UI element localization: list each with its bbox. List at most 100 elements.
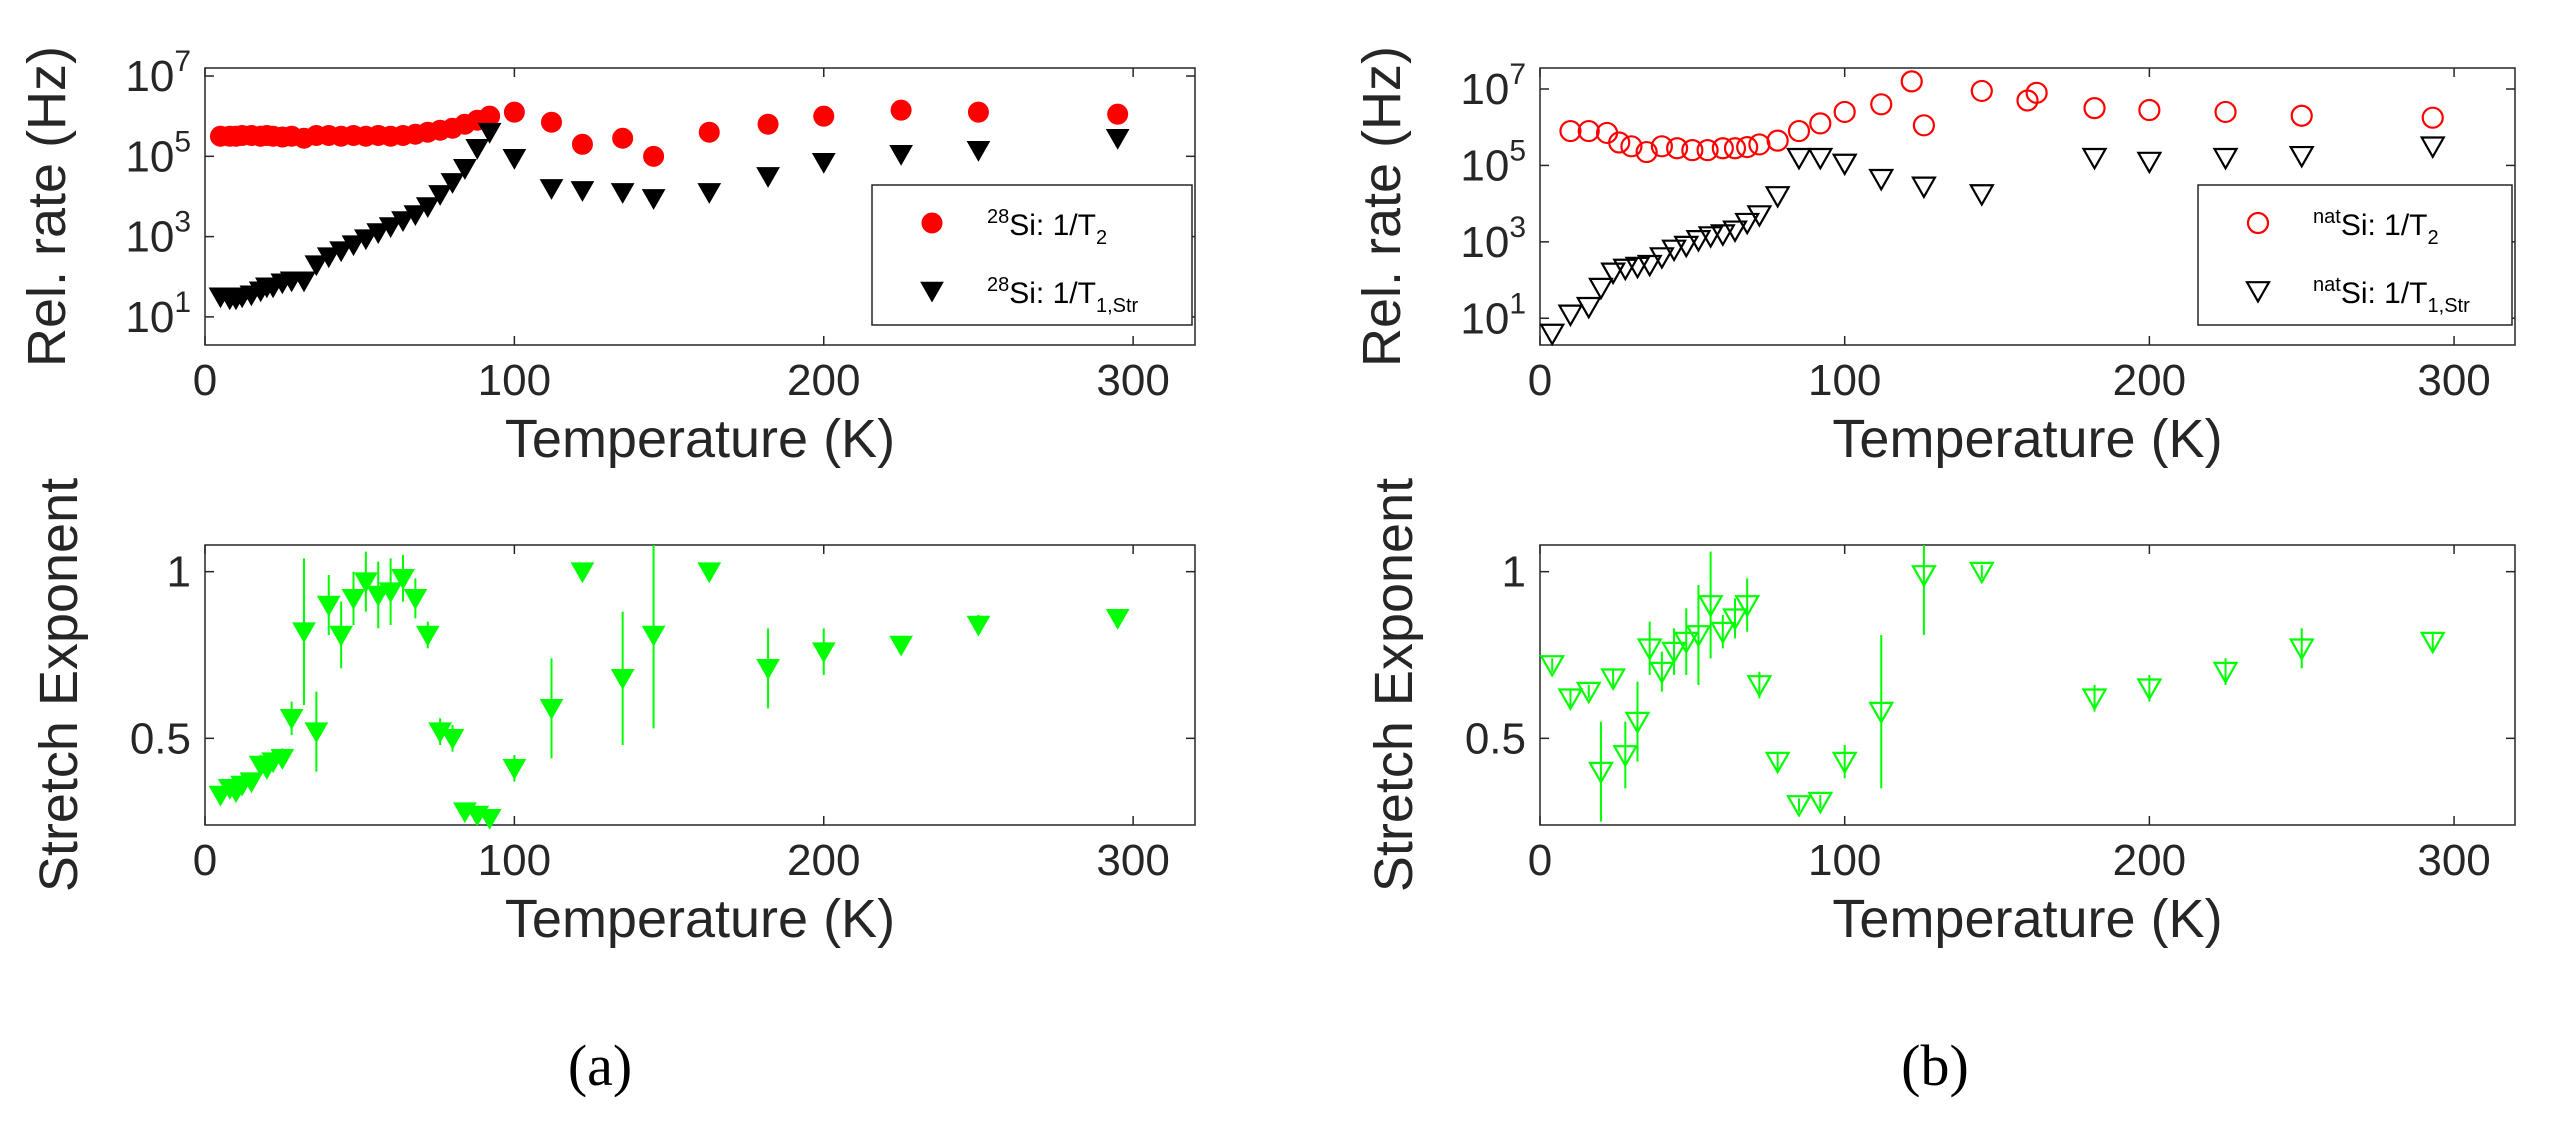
x-tick-label: 300 (2417, 836, 2490, 885)
data-point (1900, 70, 1923, 93)
x-tick-label: 0 (1528, 356, 1552, 405)
data-point (1575, 681, 1602, 705)
data-point (378, 217, 403, 239)
data-point (610, 183, 635, 204)
data-point (428, 185, 452, 206)
data-point (1786, 795, 1812, 818)
series-t1 (208, 122, 1130, 311)
x-tick-label: 0 (193, 836, 217, 885)
legend-entry: natSi: 1/T1,Str (2313, 274, 2470, 317)
data-point (610, 669, 635, 690)
x-axis-label: Temperature (K) (505, 889, 895, 949)
data-point (1681, 139, 1704, 162)
data-point (378, 582, 403, 604)
data-point (2083, 97, 2106, 120)
data-point (1661, 641, 1687, 665)
y-axis-label: Rel. rate (Hz) (1352, 46, 1412, 367)
legend-entry: 28Si: 1/T1,Str (987, 274, 1139, 317)
data-point (1831, 153, 1858, 177)
x-tick-label: 300 (2417, 356, 2490, 405)
x-tick-label: 200 (787, 836, 860, 885)
data-point (570, 181, 595, 202)
chart-a-top: 0 100 200 300 101 103 105 107 Temperature (K) Rel… (17, 45, 1196, 469)
y-tick-label: 101 (125, 286, 191, 342)
data-point (1831, 751, 1858, 775)
data-point (1736, 135, 1759, 159)
legend-marker (920, 281, 944, 303)
data-point (1557, 688, 1584, 712)
data-point (1711, 137, 1734, 160)
data-point (612, 127, 634, 149)
data-point (316, 595, 341, 617)
data-point (1575, 296, 1602, 320)
data-point (1673, 631, 1700, 655)
data-point (966, 140, 991, 162)
data-point (1577, 119, 1600, 143)
legend-entry: 28Si: 1/T2 (987, 206, 1107, 249)
data-point (2288, 145, 2315, 169)
data-point (2419, 136, 2446, 159)
x-tick-label: 0 (193, 356, 217, 405)
data-point (1559, 119, 1582, 143)
data-point (2212, 661, 2239, 685)
legend-marker (921, 212, 943, 234)
data-point (1624, 711, 1651, 735)
data-point (1722, 220, 1748, 244)
data-point (1722, 608, 1748, 632)
data-point (292, 622, 316, 644)
y-tick-label: 0.5 (130, 714, 191, 763)
legend-marker (2245, 281, 2271, 304)
data-point (1746, 205, 1773, 228)
data-point (354, 229, 378, 251)
y-tick-label: 103 (125, 206, 191, 262)
series-stretch (208, 545, 1130, 830)
legend-entry: natSi: 1/T2 (2313, 206, 2439, 249)
data-point (1807, 147, 1834, 171)
data-point (391, 569, 415, 590)
data-point (1557, 304, 1584, 328)
data-point (1912, 114, 1936, 137)
legend: 28Si: 1/T2 28Si: 1/T1,Str (871, 184, 1193, 326)
data-point (1612, 258, 1639, 282)
data-point (756, 167, 780, 188)
data-point (539, 179, 564, 200)
data-point (1685, 625, 1712, 648)
series-t1 (1539, 136, 2446, 347)
data-point (1723, 137, 1747, 160)
data-point (2136, 678, 2163, 702)
data-point (967, 101, 989, 123)
panel-label-b: (b) (1901, 1033, 1969, 1098)
data-point (2025, 81, 2048, 104)
data-point (641, 189, 666, 210)
data-point (1786, 147, 1812, 171)
data-point (465, 138, 490, 160)
data-point (403, 205, 428, 226)
y-tick-label: 103 (1460, 211, 1526, 267)
data-point (1870, 93, 1893, 116)
data-point (1868, 168, 1895, 192)
data-point (541, 111, 562, 133)
y-tick-label: 0.5 (1465, 714, 1526, 763)
data-point (1636, 638, 1663, 662)
data-point (1588, 761, 1614, 785)
data-point (1911, 565, 1937, 588)
data-point (2138, 98, 2161, 122)
data-point (1105, 609, 1130, 630)
data-point (1661, 239, 1687, 263)
x-axis-label: Temperature (K) (1832, 889, 2222, 949)
y-axis-label: Stretch Exponent (1364, 478, 1424, 892)
data-point (2212, 147, 2239, 171)
data-point (570, 562, 595, 584)
data-point (811, 642, 836, 664)
plot-area (1539, 544, 2516, 826)
x-tick-label: 300 (1096, 836, 1169, 885)
data-point (1911, 176, 1937, 200)
data-point (503, 101, 525, 123)
data-point (1539, 323, 1566, 347)
data-point (2419, 631, 2446, 655)
data-point (304, 255, 329, 277)
data-point (1685, 230, 1712, 253)
data-point (1635, 140, 1658, 164)
x-tick-label: 100 (1808, 836, 1881, 885)
data-point (1666, 137, 1689, 160)
